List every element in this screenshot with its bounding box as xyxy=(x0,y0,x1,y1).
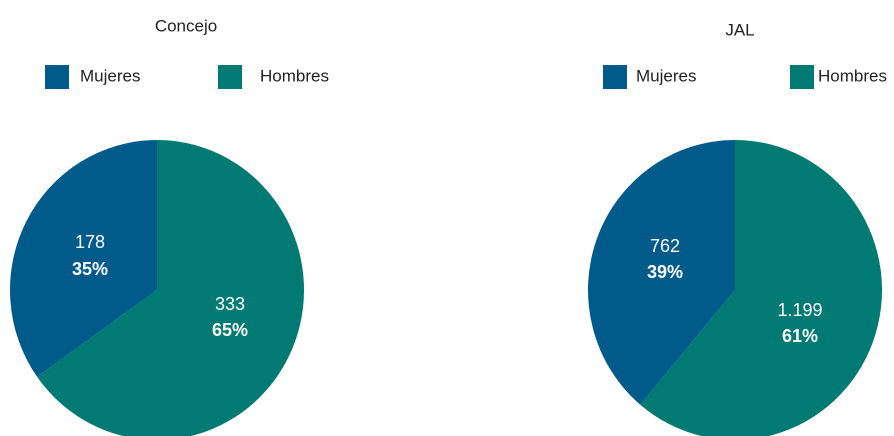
legend-label: Hombres xyxy=(260,66,329,85)
legend-swatch xyxy=(45,65,69,89)
percent-label: 65% xyxy=(212,320,248,340)
chart-title: JAL xyxy=(725,20,754,39)
legend-label: Hombres xyxy=(818,66,887,85)
legend-label: Mujeres xyxy=(636,66,696,85)
legend-swatch xyxy=(603,65,627,89)
legend-label: Mujeres xyxy=(80,66,140,85)
value-label: 178 xyxy=(75,232,105,252)
pie-slice xyxy=(10,140,158,377)
value-label: 333 xyxy=(215,294,245,314)
chart-title: Concejo xyxy=(155,16,217,35)
percent-label: 39% xyxy=(647,262,683,282)
value-label: 762 xyxy=(650,236,680,256)
value-label: 1.199 xyxy=(777,300,822,320)
percent-label: 35% xyxy=(72,259,108,279)
legend-swatch xyxy=(218,65,242,89)
pie-slice xyxy=(37,140,304,436)
legend-swatch xyxy=(790,65,814,89)
percent-label: 61% xyxy=(782,326,818,346)
pie-slice xyxy=(640,140,882,436)
pie-slice xyxy=(588,140,735,405)
